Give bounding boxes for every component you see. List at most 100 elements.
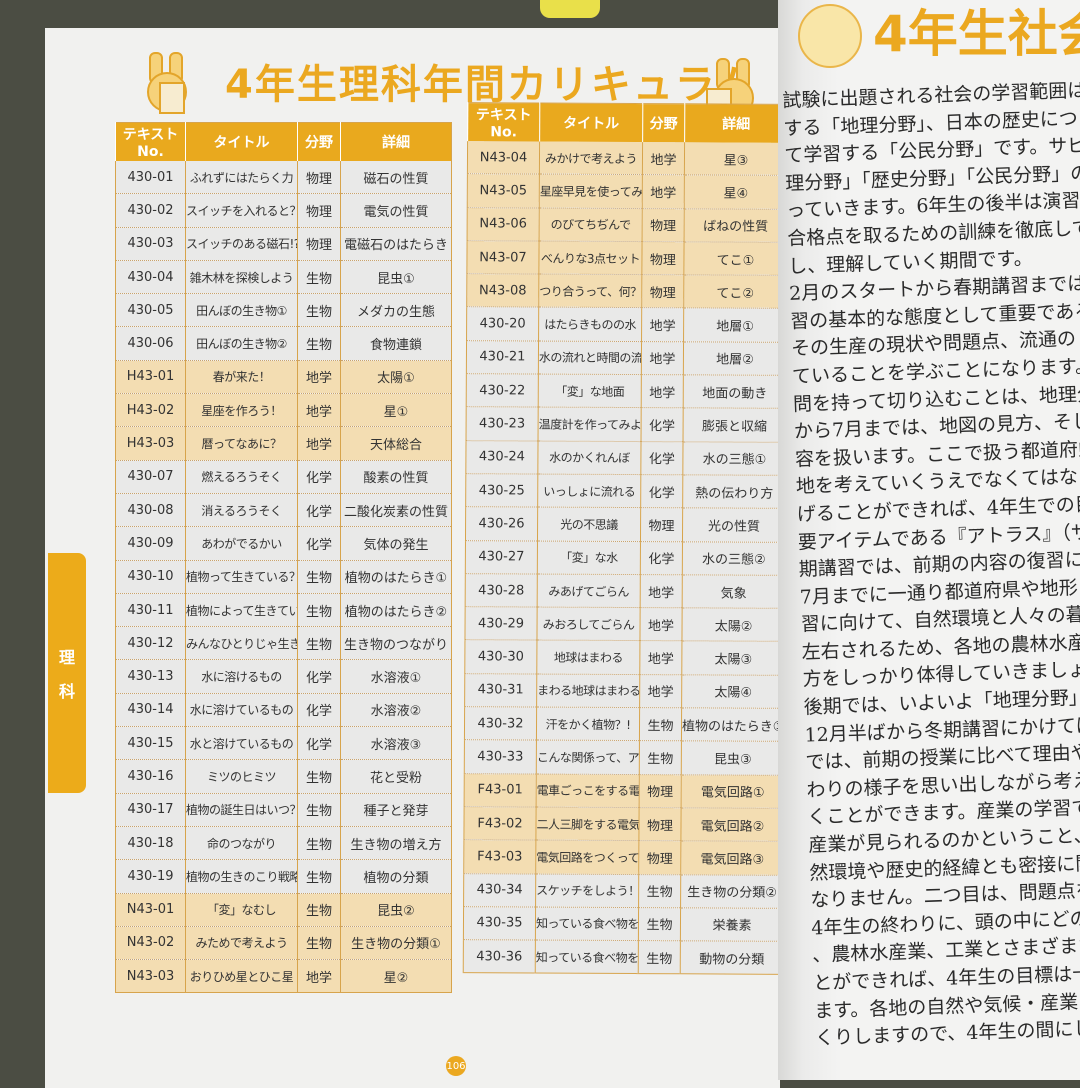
text-no-cell: 430-08 (115, 493, 186, 528)
field-cell: 地学 (639, 674, 682, 708)
text-no-cell: 430-33 (464, 740, 537, 774)
field-cell: 物理 (641, 241, 685, 275)
detail-cell: 磁石の性質 (340, 161, 452, 195)
title-cell: ミツのヒミツ (185, 759, 298, 794)
table-row: 430-10 植物って生きている？ 生物 植物のはたらき① (115, 560, 452, 594)
detail-cell: 地層① (683, 308, 787, 343)
table-row: 430-06 田んぼの生き物② 生物 食物連鎖 (115, 326, 452, 361)
table-row: 430-03 スイッチのある磁石!? 物理 電磁石のはたらき (115, 227, 452, 261)
detail-cell: 太陽① (340, 360, 452, 395)
table-row: 430-32 汗をかく植物？! 生物 植物のはたらき③ (464, 706, 785, 742)
title-cell: 水のかくれんぼ (537, 440, 642, 475)
text-no-cell: 430-22 (466, 373, 539, 408)
detail-cell: 電気回路③ (680, 841, 784, 875)
detail-cell: 食物連鎖 (340, 326, 452, 361)
text-no-cell: 430-29 (464, 606, 538, 641)
table-row: H43-02 星座を作ろう！ 地学 星① (115, 393, 452, 428)
text-no-cell: N43-06 (467, 207, 540, 241)
table-row: 430-35 知っている食べ物を知る① 生物 栄養素 (463, 906, 784, 942)
text-no-cell: 430-24 (465, 440, 539, 475)
detail-cell: 気体の発生 (340, 526, 452, 561)
column-header: タイトル (539, 103, 643, 143)
detail-cell: 植物のはたらき② (340, 593, 452, 628)
title-cell: こんな関係って、アリ？ (536, 740, 640, 775)
detail-cell: 地面の動き (683, 374, 787, 409)
column-header: 分野 (642, 103, 685, 143)
detail-cell: ばねの性質 (684, 208, 788, 243)
side-tab-char: 科 (58, 682, 75, 701)
detail-cell: 熱の伝わり方 (682, 474, 786, 509)
detail-cell: 星① (340, 393, 452, 428)
field-cell: 地学 (639, 641, 682, 675)
table-row: 430-12みんなひとりじゃ生きられない生物生き物のつながり (115, 626, 452, 661)
title-cell: 植物の誕生日はいつ？ (185, 793, 298, 827)
table-row: 430-14 水に溶けているもの 化学 水溶液② (115, 693, 452, 728)
detail-cell: てこ① (683, 241, 788, 276)
title-cell: 植物って生きている？ (185, 560, 298, 594)
field-cell: 化学 (641, 407, 684, 442)
title-cell: 水の流れと時間の流れ (538, 340, 642, 375)
table-row: 430-26 光の不思議 物理 光の性質 (465, 506, 786, 542)
body-text: 試験に出題される社会の学習範囲は、大きく3分野に する「地理分野」、日本の歴史につ… (782, 72, 1080, 1053)
table-row: 430-31 まわる地球はまわる 地学 太陽④ (464, 673, 785, 709)
table-row: 430-21 水の流れと時間の流れ 地学 地層② (466, 340, 787, 376)
table-row: 430-36 知っている食べ物を知る② 生物 動物の分類 (463, 939, 784, 975)
field-cell: 生物 (297, 560, 341, 594)
text-no-cell: F43-02 (463, 806, 537, 841)
table-row: 430-02 スイッチを入れると？ 物理 電気の性質 (115, 193, 452, 228)
title-cell: つり合うって、何？ (538, 274, 642, 309)
table-row: 430-05 田んぼの生き物① 生物 メダカの生態 (115, 293, 452, 328)
field-cell: 地学 (641, 341, 684, 375)
page-title: 4年生理科年間カリキュラム (225, 62, 758, 108)
rabbit-mascot-icon (133, 52, 193, 118)
text-no-cell: 430-19 (115, 859, 186, 894)
text-no-cell: F43-01 (464, 773, 537, 807)
title-cell: みおろしてごらん (536, 607, 641, 642)
field-cell: 生物 (638, 940, 681, 975)
detail-cell: 地層② (683, 341, 787, 376)
text-no-cell: 430-15 (115, 726, 186, 761)
detail-cell: 昆虫③ (681, 741, 785, 775)
detail-cell: 水溶液③ (340, 726, 452, 761)
title-cell: ふれずにはたらく力 (185, 161, 298, 195)
text-no-cell: 430-32 (464, 706, 537, 741)
field-cell: 化学 (640, 541, 683, 575)
table-row: 430-15 水と溶けているもの 化学 水溶液③ (115, 726, 452, 761)
text-no-cell: 430-17 (115, 793, 186, 827)
table-row: 430-22 「変」な地面 地学 地面の動き (466, 373, 787, 409)
field-cell: 生物 (297, 759, 341, 794)
text-no-cell: 430-36 (463, 939, 536, 974)
field-cell: 生物 (638, 874, 681, 908)
side-tab-science: 理 科 (48, 553, 86, 793)
title-cell: あわがでるかい (185, 526, 298, 561)
title-cell: 燃えるろうそく (185, 460, 298, 494)
column-header: 詳細 (340, 122, 452, 161)
field-cell: 化学 (297, 659, 341, 694)
field-cell: 生物 (639, 740, 682, 775)
field-cell: 化学 (297, 460, 341, 494)
title-cell: みあげてごらん (537, 573, 641, 608)
table-row: 430-25 いっしょに流れる 化学 熱の伝わり方 (465, 473, 786, 509)
title-cell: スケッチをしよう！ (535, 873, 639, 908)
detail-cell: 気象 (682, 574, 786, 609)
table-row: 430-27 「変」な水 化学 水の三態② (465, 540, 786, 576)
detail-cell: 膨張と収縮 (683, 408, 787, 443)
text-no-cell: 430-01 (115, 161, 186, 195)
field-cell: 生物 (638, 907, 681, 941)
field-cell: 物理 (640, 507, 683, 542)
detail-cell: 光の性質 (682, 508, 786, 542)
text-no-cell: 430-11 (115, 593, 186, 628)
column-header: テキストNo. (467, 102, 540, 142)
text-no-cell: N43-07 (466, 240, 540, 275)
detail-cell: 植物のはたらき① (340, 560, 452, 594)
field-cell: 生物 (297, 326, 341, 361)
field-cell: 物理 (297, 227, 341, 261)
title-cell: 星座を作ろう！ (185, 393, 298, 428)
field-cell: 生物 (297, 593, 341, 628)
title-cell: 温度計を作ってみよう (538, 407, 642, 442)
title-cell: みかけで考えよう (539, 141, 643, 175)
detail-cell: 天体総合 (340, 426, 452, 461)
text-no-cell: 430-03 (115, 227, 186, 261)
title-cell: 知っている食べ物を知る① (535, 906, 639, 941)
table-row: 430-18 命のつながり 生物 生き物の増え方 (115, 826, 452, 861)
